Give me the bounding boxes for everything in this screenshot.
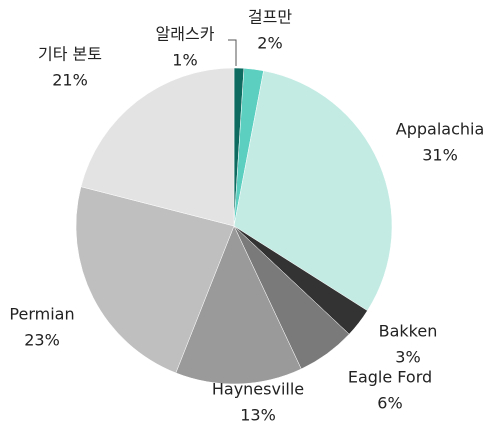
- slice-value-label: 3%: [395, 348, 420, 367]
- slice-label: Eagle Ford: [348, 368, 432, 387]
- slice-label: Haynesville: [212, 380, 304, 399]
- pie-slice: [80, 67, 235, 227]
- pie-slice: [175, 225, 302, 385]
- slice-label: Bakken: [379, 322, 438, 341]
- slice-value-label: 13%: [240, 406, 276, 425]
- slice-value-label: 2%: [257, 34, 282, 53]
- slice-value-label: 6%: [377, 394, 402, 413]
- slice-value-label: 1%: [172, 51, 197, 70]
- slice-value-label: 31%: [422, 146, 458, 165]
- slice-value-label: 23%: [24, 331, 60, 350]
- slice-label: Permian: [9, 305, 74, 324]
- slice-label: 걸프만: [248, 8, 292, 27]
- slice-label: 알래스카: [156, 25, 215, 44]
- leader-line: [228, 39, 237, 66]
- slice-label: Appalachia: [396, 120, 485, 139]
- pie-slice: [233, 70, 393, 312]
- slice-label: 기타 본토: [38, 45, 102, 64]
- slice-value-label: 21%: [52, 71, 88, 90]
- pie-slice: [75, 186, 235, 374]
